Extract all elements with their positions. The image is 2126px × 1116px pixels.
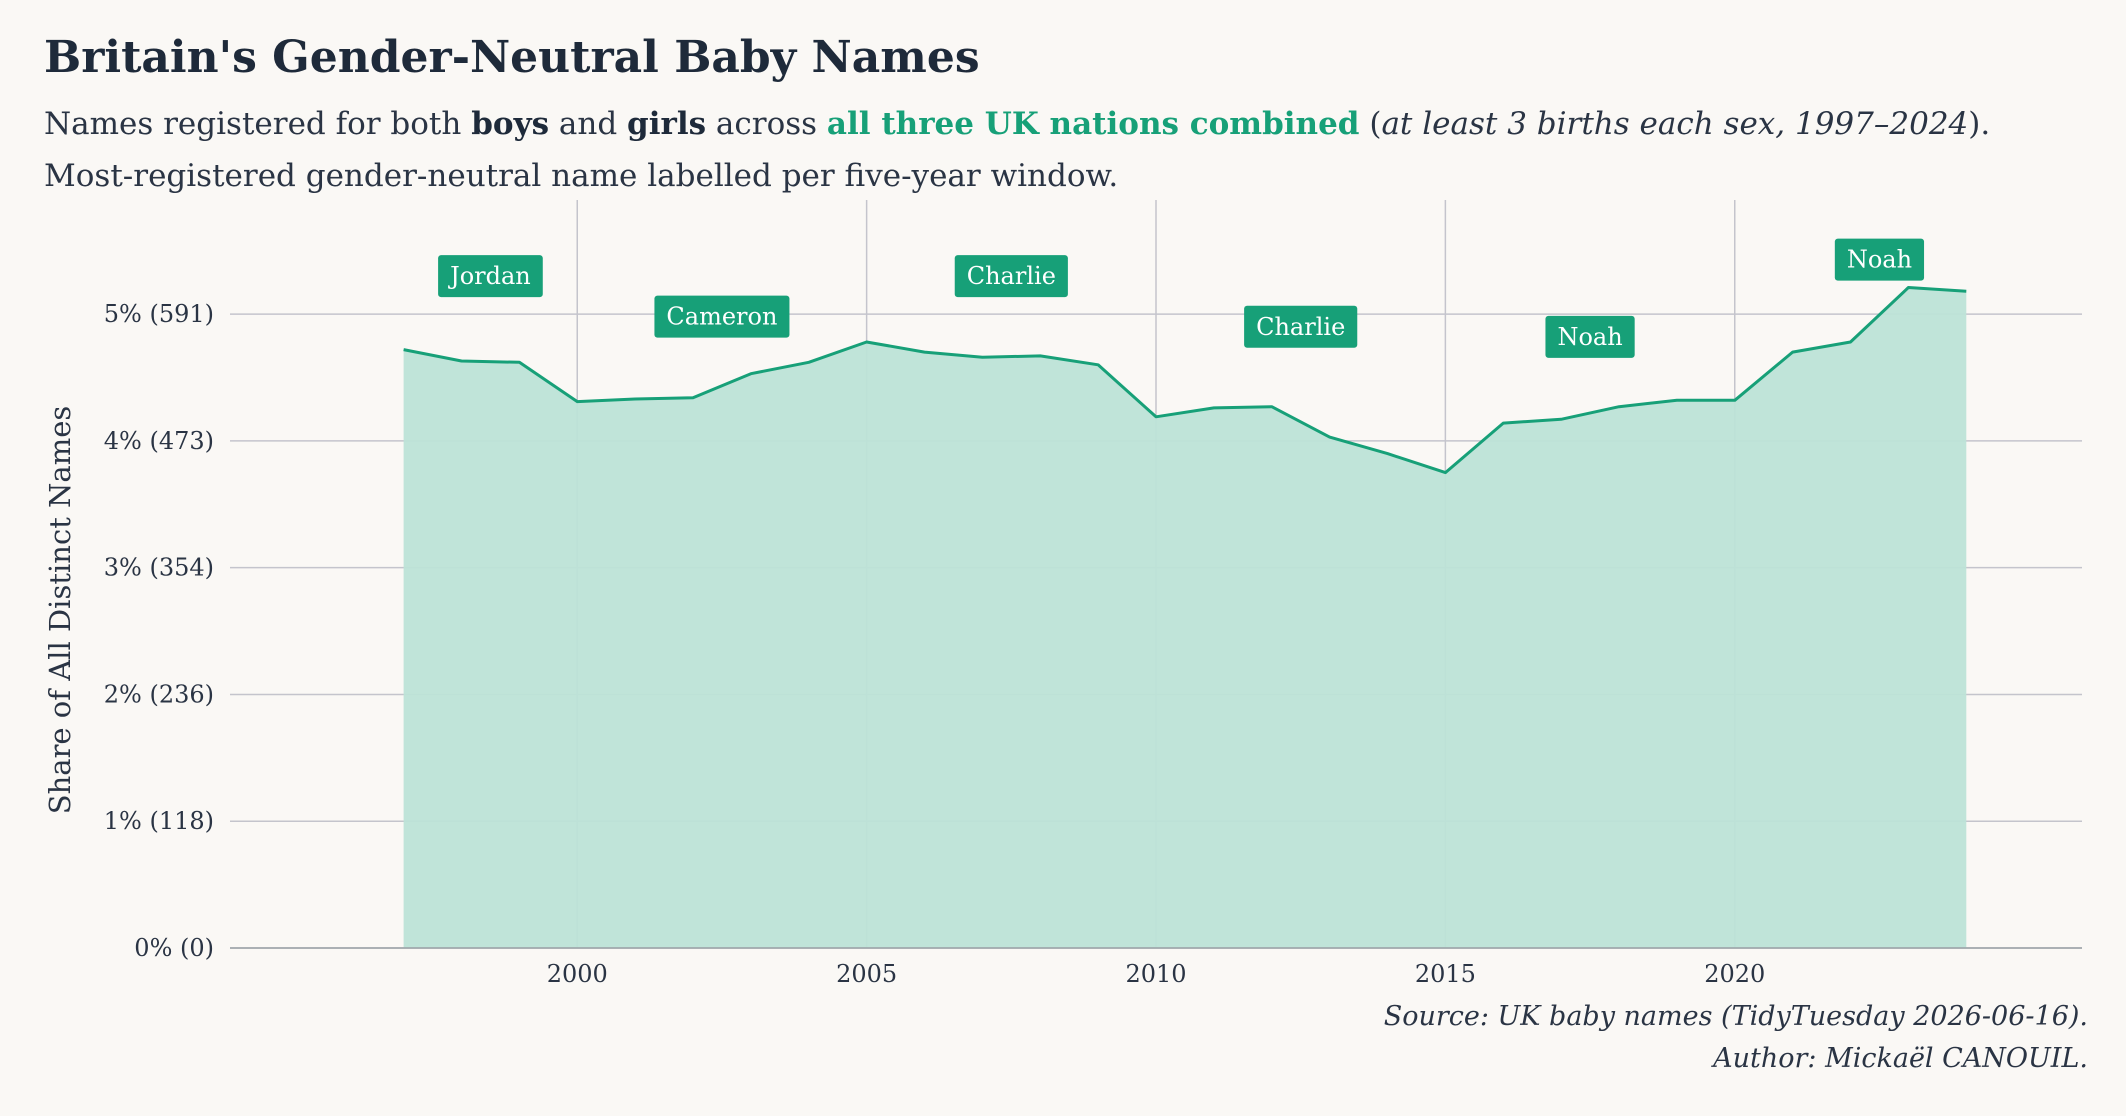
annotation-box <box>654 295 790 338</box>
annotation-label: Charlie <box>1244 305 1358 348</box>
annotation-label: Charlie <box>954 255 1068 298</box>
x-tick-label: 2015 <box>1415 960 1476 988</box>
subtitle-accent: all three UK nations combined <box>826 106 1360 142</box>
annotation-text: Charlie <box>967 262 1056 290</box>
subtitle-text: Names registered for both <box>44 106 472 142</box>
x-tick-label: 2010 <box>1125 960 1186 988</box>
annotation-box <box>954 255 1068 298</box>
x-tick-label: 2005 <box>836 960 897 988</box>
y-tick-label: 0% (0) <box>134 934 214 962</box>
annotation-text: Charlie <box>1256 313 1345 341</box>
y-tick-label: 5% (591) <box>104 300 214 328</box>
annotation-text: Cameron <box>666 303 777 331</box>
subtitle-line-2: Most-registered gender-neutral name labe… <box>44 158 1119 194</box>
x-tick-label: 2000 <box>547 960 608 988</box>
subtitle-italic: at least 3 births each sex, 1997–2024 <box>1381 106 1969 142</box>
annotation-box <box>438 255 543 298</box>
annotation-text: Jordan <box>447 262 531 290</box>
caption-source: Source: UK baby names (TidyTuesday 2026-… <box>1383 1001 2088 1032</box>
y-tick-label: 3% (354) <box>104 554 214 582</box>
subtitle-text: ). <box>1968 106 1991 142</box>
y-tick-label: 2% (236) <box>104 680 214 708</box>
subtitle-text: ( <box>1359 106 1382 142</box>
chart-caption: Source: UK baby names (TidyTuesday 2026-… <box>1384 996 2088 1080</box>
chart-title: Britain's Gender-Neutral Baby Names <box>44 32 980 83</box>
axes: 0% (0) 1% (118) 2% (236) 3% (354) 4% (473) 5%… <box>104 300 2082 988</box>
annotation-label: Noah <box>1545 315 1635 358</box>
annotation-label: Cameron <box>654 295 790 338</box>
annotation-label: Jordan <box>438 255 543 298</box>
x-tick-label: 2020 <box>1704 960 1765 988</box>
area-fill <box>403 287 1967 948</box>
annotations: Jordan Cameron Charlie Charlie Noah Noah <box>438 238 1925 358</box>
annotation-box <box>1244 305 1358 348</box>
subtitle-text: across <box>706 106 827 142</box>
series-line <box>403 286 1967 475</box>
y-tick-label: 4% (473) <box>104 427 214 455</box>
annotation-box <box>1545 315 1635 358</box>
area-layer <box>403 286 1967 948</box>
annotation-text: Noah <box>1847 246 1912 274</box>
chart-subtitle: Names registered for both boys and girls… <box>44 98 1990 202</box>
annotation-label: Noah <box>1834 238 1925 281</box>
y-axis-title: Share of All Distinct Names <box>43 406 77 815</box>
subtitle-text: and <box>549 106 628 142</box>
annotation-text: Noah <box>1557 323 1622 351</box>
subtitle-girls: girls <box>627 106 707 142</box>
subtitle-boys: boys <box>471 106 550 142</box>
y-tick-label: 1% (118) <box>104 807 214 835</box>
caption-author: Author: Mickaël CANOUIL. <box>1713 1043 2088 1074</box>
subtitle-line-1: Names registered for both boys and girls… <box>44 98 1990 150</box>
annotation-box <box>1834 238 1925 281</box>
